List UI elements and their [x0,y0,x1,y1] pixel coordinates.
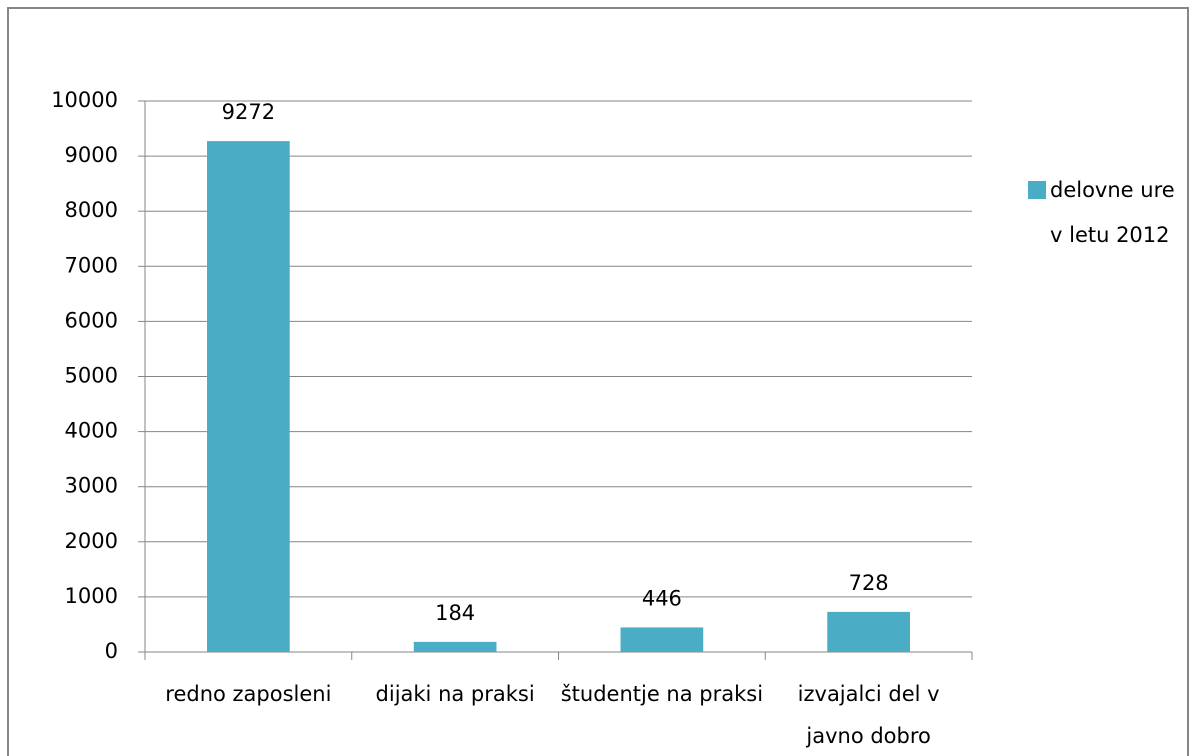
y-tick-label: 3000 [65,474,118,498]
bar [620,627,704,652]
y-tick-label: 2000 [65,529,118,553]
y-tick-label: 4000 [65,419,118,443]
y-tick-label: 9000 [65,143,118,167]
data-label: 446 [642,586,682,610]
y-tick-label: 8000 [65,198,118,222]
x-tick-label: redno zaposleni [165,682,332,706]
data-label: 9272 [222,100,275,124]
bar [413,641,497,652]
bar [207,141,290,652]
y-tick-label: 5000 [65,364,118,388]
x-tick-label: izvajalci del v javno dobro [797,682,940,748]
x-tick-label: študentje na praksi [560,682,764,706]
data-label: 728 [849,571,889,595]
data-label: 184 [435,601,475,625]
y-tick-label: 10000 [51,88,118,112]
y-tick-label: 6000 [65,308,118,332]
y-tick-label: 0 [105,639,118,663]
x-tick-label: dijaki na praksi [375,682,535,706]
legend-swatch [1028,181,1046,199]
y-tick-label: 7000 [65,253,118,277]
chart-border [7,7,1189,756]
legend-label: delovne ure v letu 2012 [1050,178,1175,247]
bar [827,611,910,652]
y-tick-label: 1000 [65,584,118,608]
